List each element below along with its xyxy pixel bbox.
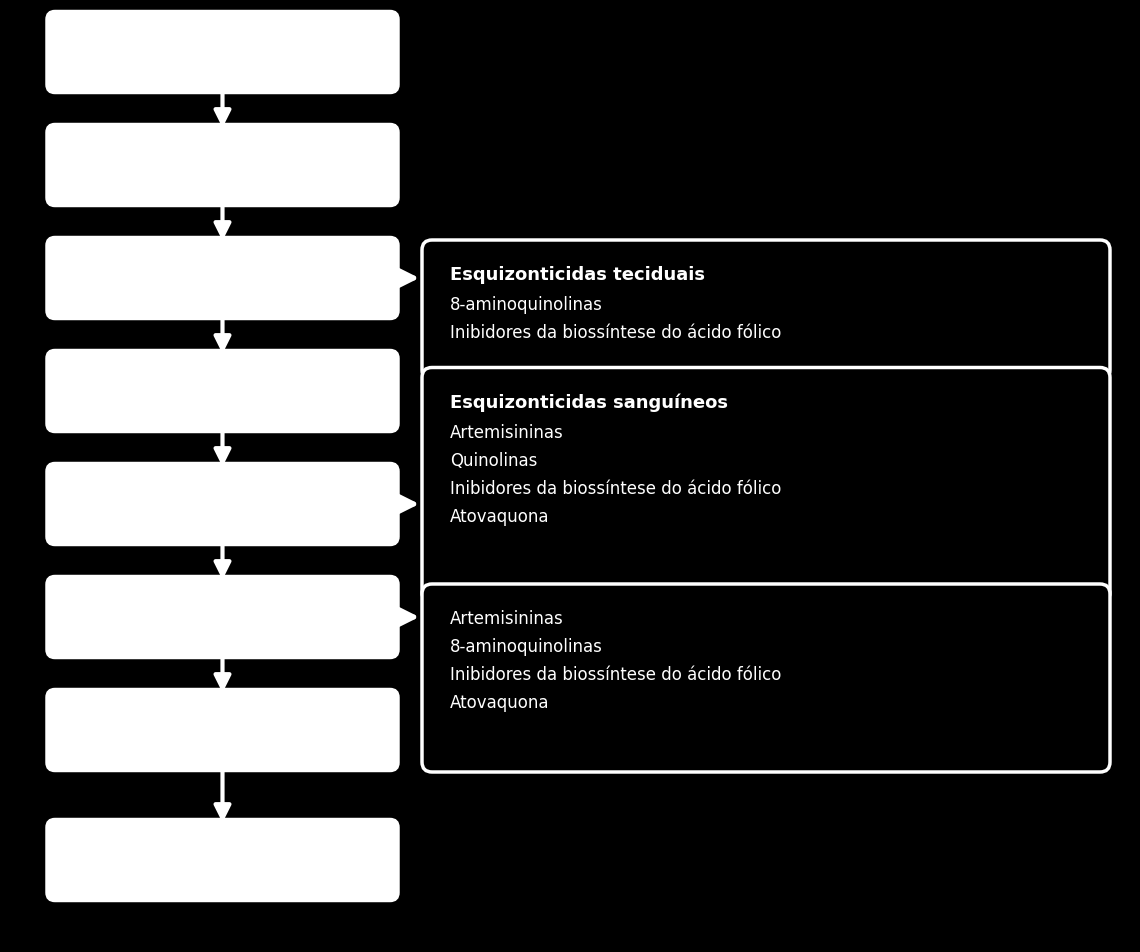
Text: Inibidores da biossíntese do ácido fólico: Inibidores da biossíntese do ácido fólic…: [450, 324, 781, 342]
Text: Artemisininas: Artemisininas: [450, 424, 564, 442]
FancyBboxPatch shape: [422, 367, 1110, 603]
FancyBboxPatch shape: [47, 464, 398, 545]
Text: Esquizonticidas sanguíneos: Esquizonticidas sanguíneos: [450, 393, 728, 412]
FancyBboxPatch shape: [47, 125, 398, 206]
Text: Artemisininas: Artemisininas: [450, 610, 564, 628]
FancyBboxPatch shape: [47, 577, 398, 658]
Text: 8-aminoquinolinas: 8-aminoquinolinas: [450, 296, 603, 314]
Text: Atovaquona: Atovaquona: [450, 694, 549, 712]
Text: Inibidores da biossíntese do ácido fólico: Inibidores da biossíntese do ácido fólic…: [450, 666, 781, 684]
FancyBboxPatch shape: [47, 11, 398, 92]
Text: Inibidores da biossíntese do ácido fólico: Inibidores da biossíntese do ácido fólic…: [450, 480, 781, 498]
FancyBboxPatch shape: [47, 237, 398, 319]
FancyBboxPatch shape: [422, 584, 1110, 772]
Text: 8-aminoquinolinas: 8-aminoquinolinas: [450, 638, 603, 656]
Text: Esquizonticidas teciduais: Esquizonticidas teciduais: [450, 266, 705, 284]
FancyBboxPatch shape: [47, 350, 398, 431]
FancyBboxPatch shape: [47, 689, 398, 770]
FancyBboxPatch shape: [422, 240, 1110, 380]
Text: Quinolinas: Quinolinas: [450, 451, 537, 469]
Text: Atovaquona: Atovaquona: [450, 507, 549, 526]
FancyBboxPatch shape: [47, 820, 398, 901]
